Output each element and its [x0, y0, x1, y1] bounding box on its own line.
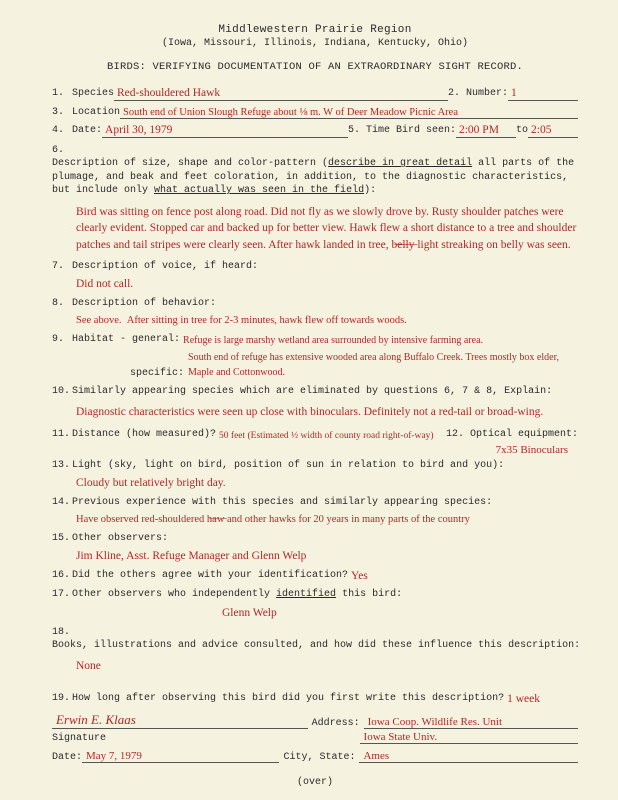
q16-row: 16. Did the others agree with your ident… [52, 569, 578, 583]
q16-num: 16. [52, 569, 72, 583]
q9-val-b: South end of refuge has extensive wooded… [188, 351, 578, 380]
q2-val: 1 [508, 87, 578, 101]
q9-label-a: Habitat - general: [72, 333, 180, 347]
q14-val: Have observed red-shouldered h̶a̶w̶ and … [76, 512, 578, 527]
q17-row: 17. Other observers who independently id… [52, 588, 578, 602]
q2-label: 2. Number: [448, 87, 508, 101]
q16-val: Yes [348, 570, 578, 583]
addr-label: Address: [312, 718, 360, 729]
q4-label: Date: [72, 124, 102, 138]
q18-num: 18. [52, 626, 72, 640]
q8-row: 8. Description of behavior: [52, 297, 578, 311]
q11-label: Distance (how measured)? [72, 428, 216, 442]
addr-val: Iowa Coop. Wildlife Res. Unit [364, 716, 578, 729]
q7-row: 7. Description of voice, if heard: [52, 260, 578, 274]
q6-label-a: Description of size, shape and color-pat… [52, 158, 328, 169]
q11-val: 50 feet (Estimated ½ width of county roa… [216, 431, 446, 441]
q9-label-b: specific: [130, 367, 184, 381]
city-label: City, State: [283, 752, 355, 763]
q9-row: 9. Habitat - general: Refuge is large ma… [52, 333, 578, 347]
q8-label: Description of behavior: [72, 297, 216, 311]
q17-val: Glenn Welp [222, 605, 578, 622]
q16-label: Did the others agree with your identific… [72, 569, 348, 583]
q1-val: Red-shouldered Hawk [114, 87, 448, 101]
q6-val: Bird was sitting on fence post along roa… [76, 204, 578, 254]
q7-num: 7. [52, 260, 72, 274]
q18-row: 18. Books, illustrations and advice cons… [52, 626, 578, 653]
q14-num: 14. [52, 496, 72, 510]
q4-num: 4. [52, 124, 72, 138]
q3-row: 3. Location South end of Union Slough Re… [52, 106, 578, 120]
q6-label-d: what actually was seen in the field [154, 185, 364, 196]
q19-row: 19. How long after observing this bird d… [52, 692, 578, 706]
sig-row2: Signature Iowa State Univ. [52, 731, 578, 744]
q19-val: 1 week [504, 693, 578, 706]
q6-label-e: ): [364, 185, 376, 196]
q9-row-b: specific: South end of refuge has extens… [130, 351, 578, 380]
q4-row: 4. Date: April 30, 1979 5. Time Bird see… [52, 124, 578, 138]
q15-label: Other observers: [72, 532, 168, 546]
q15-num: 15. [52, 532, 72, 546]
q13-num: 13. [52, 459, 72, 473]
q1-label: Species [72, 87, 114, 101]
q9-num: 9. [52, 333, 72, 347]
q4-val: April 30, 1979 [102, 124, 348, 138]
q15-row: 15. Other observers: [52, 532, 578, 546]
q5-val1: 2:00 PM [456, 124, 516, 138]
date-val: May 7, 1979 [82, 750, 279, 763]
q10-label: Similarly appearing species which are el… [72, 385, 552, 399]
q7-label: Description of voice, if heard: [72, 260, 258, 274]
sig-row1: Erwin E. Klaas Address: Iowa Coop. Wildl… [52, 712, 578, 729]
q12-val: 7x35 Binoculars [52, 443, 568, 459]
q12-label: 12. Optical equipment: [446, 428, 578, 442]
q8-val: See above. After sitting in tree for 2-3… [76, 313, 578, 328]
q13-row: 13. Light (sky, light on bird, position … [52, 459, 578, 473]
q13-label: Light (sky, light on bird, position of s… [72, 459, 504, 473]
states-header: (Iowa, Missouri, Illinois, Indiana, Kent… [52, 38, 578, 49]
q18-label: Books, illustrations and advice consulte… [52, 639, 580, 653]
q3-num: 3. [52, 106, 72, 120]
univ-val: Iowa State Univ. [360, 731, 578, 744]
q17-num: 17. [52, 588, 72, 602]
q1-num: 1. [52, 87, 72, 101]
q3-val: South end of Union Slough Refuge about ⅛… [120, 107, 578, 120]
q5-to: to [516, 124, 528, 138]
q8-num: 8. [52, 297, 72, 311]
q9-val-a: Refuge is large marshy wetland area surr… [180, 335, 578, 346]
region-header: Middlewestern Prairie Region [52, 24, 578, 36]
q19-label: How long after observing this bird did y… [72, 692, 504, 706]
q15-val: Jim Kline, Asst. Refuge Manager and Glen… [76, 548, 578, 565]
q13-val: Cloudy but relatively bright day. [76, 475, 578, 492]
q6-label-b: describe in great detail [328, 158, 472, 169]
q10-val: Diagnostic characteristics were seen up … [76, 404, 578, 421]
q6-row: 6. Description of size, shape and color-… [52, 144, 578, 198]
sig-name: Erwin E. Klaas [52, 712, 308, 729]
q17-label: Other observers who independently identi… [72, 588, 402, 602]
date-label: Date: [52, 752, 82, 763]
q11-num: 11. [52, 428, 72, 442]
q18-val: None [76, 658, 578, 675]
q19-num: 19. [52, 692, 72, 706]
q6-num: 6. [52, 144, 72, 158]
q5-val2: 2:05 [528, 124, 578, 138]
q1-row: 1. Species Red-shouldered Hawk 2. Number… [52, 87, 578, 101]
q10-row: 10. Similarly appearing species which ar… [52, 385, 578, 399]
q7-val: Did not call. [76, 276, 578, 293]
over-label: (over) [52, 777, 578, 788]
q5-label: 5. Time Bird seen: [348, 124, 456, 138]
sig-row3: Date: May 7, 1979 City, State: Ames [52, 750, 578, 763]
q10-num: 10. [52, 385, 72, 399]
q14-label: Previous experience with this species an… [72, 496, 492, 510]
form-title: BIRDS: VERIFYING DOCUMENTATION OF AN EXT… [52, 61, 578, 73]
q14-row: 14. Previous experience with this specie… [52, 496, 578, 510]
sig-label: Signature [52, 733, 305, 744]
city-val: Ames [359, 750, 578, 763]
q11-row: 11. Distance (how measured)? 50 feet (Es… [52, 428, 578, 442]
q3-label: Location [72, 106, 120, 120]
